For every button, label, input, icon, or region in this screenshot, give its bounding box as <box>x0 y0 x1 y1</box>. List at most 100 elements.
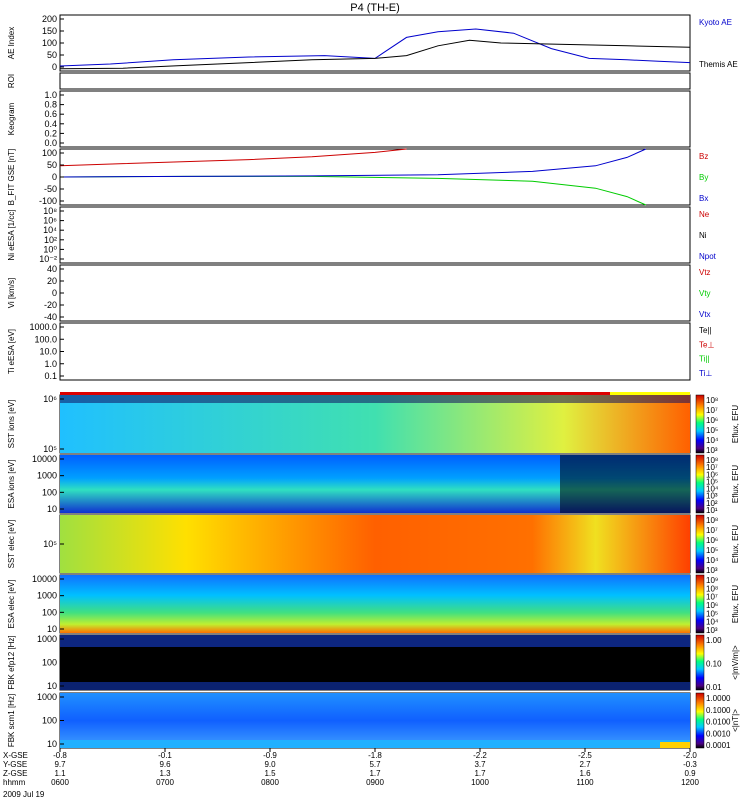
xtick-y-2: 9.0 <box>264 760 276 769</box>
ytick-esa_ion-3: 10 <box>47 504 57 514</box>
xtick-z-2: 1.5 <box>264 769 276 778</box>
ytick-velocity-1: 20 <box>47 276 57 286</box>
ytick-keogram-3: 0.4 <box>44 119 57 129</box>
xtick-z-4: 1.7 <box>474 769 486 778</box>
colorbar-tick-esa_ion-0: 10⁸ <box>706 456 718 465</box>
legend-density-0: Ne <box>699 210 710 219</box>
y-tick-labels: 2001501005001.00.80.60.40.20.0100500-50-… <box>29 14 64 749</box>
ytick-bfield-4: -100 <box>39 196 57 206</box>
legend-temperature-3: Ti⊥ <box>699 369 712 378</box>
fbk-bfield-spectrogram <box>60 693 690 748</box>
colorbar-tick-fbk_e-1: 0.10 <box>706 660 722 669</box>
colorbar-tick-sst_ion-2: 10⁶ <box>706 416 718 425</box>
ylabel-density: Ni eESA [1/cc] <box>7 209 16 260</box>
xtick-x-3: -1.8 <box>368 751 382 760</box>
ytick-fbk_b-2: 10 <box>47 739 57 749</box>
ytick-temperature-3: 1.0 <box>44 359 57 369</box>
ylabel-bfield: B_FIT GSE [nT] <box>7 149 16 206</box>
colorbar-tick-fbk_b-0: 1.0000 <box>706 694 731 703</box>
ytick-keogram-0: 1.0 <box>44 90 57 100</box>
colorbar-tick-sst_ion-4: 10⁴ <box>706 436 719 445</box>
colorbar-sst_ion <box>695 394 705 454</box>
xtick-z-0: 1.1 <box>54 769 66 778</box>
colorbar-tick-sst_elec-4: 10⁴ <box>706 556 719 565</box>
xtick-y-5: 2.7 <box>579 760 591 769</box>
xtick-t-1: 0700 <box>156 778 174 787</box>
ytick-velocity-3: -20 <box>44 300 57 310</box>
colorbar-label-sst_ion: Eflux, EFU <box>731 405 740 443</box>
colorbar-esa_elec <box>695 574 705 634</box>
ytick-velocity-0: 40 <box>47 264 57 274</box>
ytick-temperature-4: 0.1 <box>44 371 57 381</box>
panel-frame-roi <box>59 72 691 90</box>
ytick-esa_elec-2: 100 <box>42 607 57 617</box>
ytick-keogram-2: 0.6 <box>44 109 57 119</box>
colorbar-label-esa_ion: Eflux, EFU <box>731 465 740 503</box>
ylabel-roi: ROI <box>7 74 16 88</box>
colorbar-tick-esa_elec-6: 10³ <box>706 626 718 635</box>
fbk-efield-spectrogram <box>60 635 690 690</box>
colorbar-label-esa_elec: Eflux, EFU <box>731 585 740 623</box>
series-bfield-1 <box>59 175 647 206</box>
ylabel-velocity: Vi [km/s] <box>7 278 16 309</box>
series-ae-1 <box>59 39 691 70</box>
ytick-temperature-0: 1000.0 <box>29 322 57 332</box>
xtick-y-1: 9.6 <box>159 760 171 769</box>
ylabel-fbk_e: FBK efp12 [Hz] <box>7 635 16 689</box>
ytick-ae-0: 200 <box>42 14 57 24</box>
xtick-t-3: 0900 <box>366 778 384 787</box>
legend-ae-0: Kyoto AE <box>699 18 732 27</box>
colorbar-tick-sst_elec-2: 10⁶ <box>706 536 718 545</box>
colorbar-label-fbk_e: <|mV/m|> <box>731 645 740 680</box>
series-ae-0 <box>59 28 691 67</box>
colorbar-tick-esa_ion-4: 10⁴ <box>706 485 719 494</box>
panel-frame-ae <box>59 14 691 72</box>
ytick-sst_ion-1: 10⁵ <box>43 444 57 454</box>
ylabel-keogram: Keogram <box>7 102 16 135</box>
ytick-density-3: 10² <box>44 235 57 245</box>
legend-velocity-1: Vty <box>699 289 711 298</box>
ytick-ae-4: 0 <box>52 62 57 72</box>
esa-ion-spectrogram <box>60 455 690 513</box>
ytick-esa_ion-1: 1000 <box>37 471 57 481</box>
ytick-density-0: 10⁸ <box>43 206 57 216</box>
legend-temperature-0: Te|| <box>699 326 712 335</box>
ylabel-esa_elec: ESA elec [eV] <box>7 580 16 629</box>
ytick-ae-2: 100 <box>42 38 57 48</box>
colorbar-fbk_e <box>695 634 705 691</box>
xtick-x-0: -0.8 <box>53 751 67 760</box>
series-bfield-0 <box>59 148 407 167</box>
colorbar-fbk_b <box>695 692 705 749</box>
colorbar-tick-sst_ion-1: 10⁷ <box>706 406 718 415</box>
ytick-bfield-2: 0 <box>52 172 57 182</box>
xtick-z-6: 0.9 <box>684 769 696 778</box>
ytick-bfield-1: 50 <box>47 160 57 170</box>
ytick-density-4: 10⁰ <box>43 244 57 254</box>
ytick-fbk_b-1: 100 <box>42 716 57 726</box>
panel-frame-velocity <box>59 264 691 322</box>
xtick-x-2: -0.9 <box>263 751 277 760</box>
colorbar-tick-fbk_b-3: 0.0010 <box>706 729 731 738</box>
xtick-z-3: 1.7 <box>369 769 381 778</box>
colorbar-tick-esa_elec-5: 10⁴ <box>706 618 719 627</box>
xaxis-row-label-3: hhmm <box>3 778 26 787</box>
legend-velocity-2: Vtx <box>699 310 711 319</box>
ytick-keogram-4: 0.2 <box>44 128 57 138</box>
panel-frame-density <box>59 206 691 264</box>
colorbar-tick-sst_ion-0: 10⁸ <box>706 396 718 405</box>
colorbar-tick-esa_ion-2: 10⁶ <box>706 470 718 479</box>
colorbar-tick-esa_ion-3: 10⁵ <box>706 477 718 486</box>
figure-title: P4 (TH-E) <box>350 2 400 14</box>
colorbar-tick-sst_ion-3: 10⁵ <box>706 426 718 435</box>
colorbar-tick-fbk_e-2: 0.01 <box>706 683 722 692</box>
ytick-velocity-2: 0 <box>52 288 57 298</box>
ytick-temperature-2: 10.0 <box>39 347 57 357</box>
legend-temperature-2: Ti|| <box>699 355 710 364</box>
colorbar-tick-esa_ion-7: 10¹ <box>706 506 718 515</box>
ytick-bfield-0: 100 <box>42 148 57 158</box>
ytick-fbk_e-1: 100 <box>42 658 57 668</box>
xaxis-row-label-2: Z-GSE <box>3 769 27 778</box>
xaxis-row-label-1: Y-GSE <box>3 760 27 769</box>
